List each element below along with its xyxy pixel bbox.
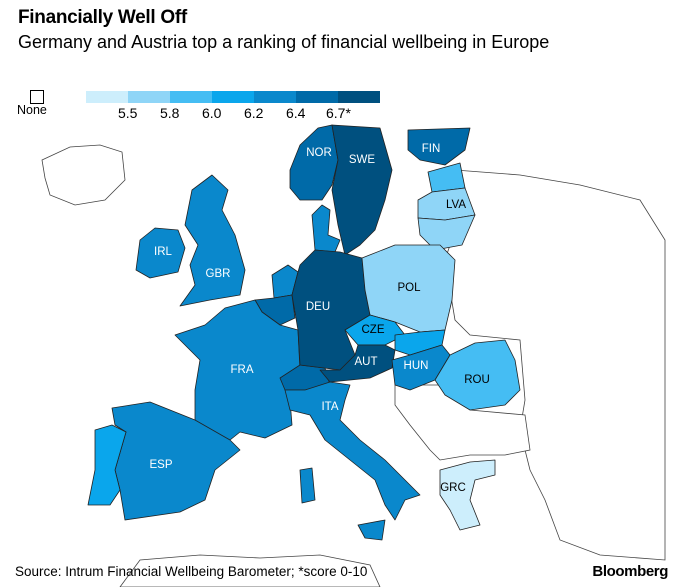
legend-swatch-4 [254, 91, 296, 103]
label-AUT: AUT [355, 356, 378, 368]
label-FRA: FRA [231, 364, 254, 376]
label-FIN: FIN [422, 143, 441, 155]
label-POL: POL [397, 282, 421, 294]
country-DEU[interactable] [291, 249, 371, 371]
legend-tick: 6.4 [286, 105, 306, 121]
label-NOR: NOR [306, 147, 332, 159]
label-SWE: SWE [349, 154, 376, 166]
label-DEU: DEU [306, 301, 330, 313]
chart-subtitle: Germany and Austria top a ranking of fin… [18, 32, 550, 52]
iceland-outline [41, 144, 126, 206]
country-NOR[interactable] [289, 124, 339, 201]
legend-swatch-5 [296, 91, 338, 103]
legend-tick: 6.7* [326, 105, 351, 121]
label-LVA: LVA [446, 199, 466, 211]
eastern-europe-outline [444, 169, 666, 561]
source-note: Source: Intrum Financial Wellbeing Barom… [15, 564, 368, 579]
north-africa-outline [119, 554, 381, 587]
legend-none-swatch [30, 90, 44, 104]
bloomberg-logo: Bloomberg [592, 563, 668, 580]
legend-swatch-3 [212, 91, 254, 103]
country-FIN[interactable] [407, 127, 471, 166]
label-ROU: ROU [464, 374, 490, 386]
country-GRC[interactable] [439, 459, 496, 531]
country-ITA-sardinia[interactable] [299, 467, 316, 504]
legend-tick: 6.2 [244, 105, 264, 121]
country-ITA-sicily[interactable] [357, 519, 386, 541]
legend-tick: 5.8 [160, 105, 180, 121]
label-CZE: CZE [362, 324, 385, 336]
country-IRL[interactable] [135, 227, 186, 279]
legend-tick: 5.5 [118, 105, 138, 121]
label-IRL: IRL [154, 246, 173, 258]
legend-swatch-2 [170, 91, 212, 103]
legend-none-label: None [17, 103, 47, 117]
country-ROU[interactable] [434, 339, 521, 411]
country-LTU[interactable] [417, 214, 476, 251]
country-AUT[interactable] [319, 344, 396, 383]
legend-tick: 6.0 [202, 105, 222, 121]
country-ITA[interactable] [284, 381, 421, 521]
label-HUN: HUN [404, 360, 429, 372]
country-PRT[interactable] [87, 424, 127, 506]
country-EST[interactable] [427, 162, 466, 193]
country-FRA[interactable] [174, 299, 301, 441]
label-GBR: GBR [206, 268, 231, 280]
label-GRC: GRC [440, 482, 466, 494]
label-ITA: ITA [321, 401, 338, 413]
label-ESP: ESP [149, 459, 172, 471]
country-GBR[interactable] [179, 174, 246, 307]
legend-swatch-0 [86, 91, 128, 103]
legend-swatch-6 [338, 91, 380, 103]
chart-title: Financially Well Off [18, 7, 187, 28]
legend-color-scale [86, 91, 380, 103]
country-SWE[interactable] [331, 124, 393, 256]
legend-swatch-1 [128, 91, 170, 103]
